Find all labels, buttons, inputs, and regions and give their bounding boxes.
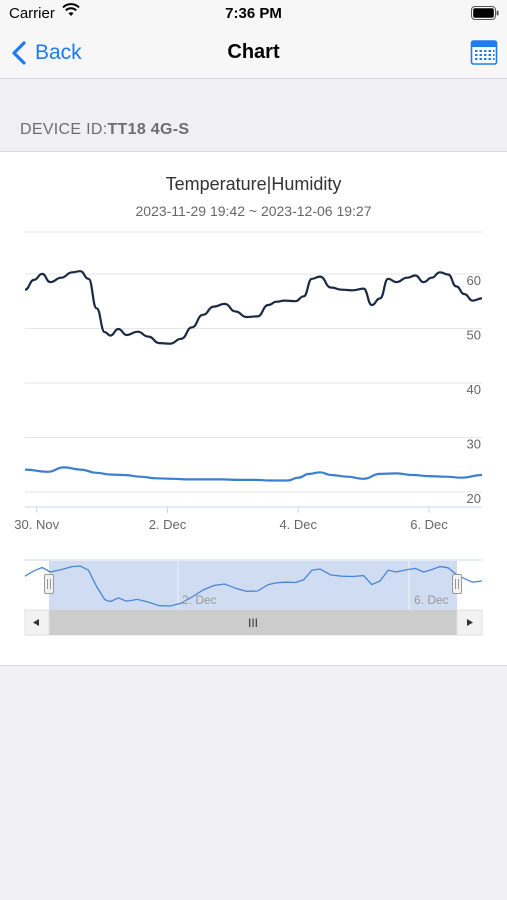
chevron-left-icon — [12, 41, 26, 65]
x-tick-label: 6. Dec — [410, 517, 448, 532]
clock-time: 7:36 PM — [225, 5, 282, 22]
chart-subtitle: 2023-11-29 19:42 ~ 2023-12-06 19:27 — [135, 203, 372, 219]
chart-gridlines — [25, 231, 482, 493]
wifi-icon — [62, 3, 80, 16]
device-id-row: DEVICE ID:TT18 4G-S — [20, 121, 189, 139]
chart-title: Temperature|Humidity — [165, 174, 342, 194]
scrollbar[interactable]: III — [24, 609, 483, 636]
scroll-right-button[interactable] — [456, 609, 483, 636]
navigator-x-label: 2. Dec — [182, 593, 217, 607]
y-axis-labels: 20 30 40 50 60 — [467, 273, 481, 506]
chart-panel: Temperature|Humidity 2023-11-29 19:42 ~ … — [0, 151, 507, 666]
x-tick-label: 2. Dec — [149, 517, 187, 532]
y-tick-label: 50 — [467, 328, 481, 343]
x-tick-label: 4. Dec — [279, 517, 317, 532]
arrow-right-icon — [467, 619, 473, 626]
chart-svg: 20 30 40 50 60 30. Nov 2. Dec 4. Dec 6. Dec 2. … — [14, 231, 483, 636]
scroll-left-button[interactable] — [24, 609, 50, 636]
scrollbar-grip: III — [248, 616, 258, 630]
carrier-label: Carrier — [9, 5, 55, 22]
navigator[interactable]: 2. Dec 6. Dec — [24, 559, 483, 610]
y-tick-label: 40 — [467, 382, 481, 397]
y-tick-label: 60 — [467, 273, 481, 288]
status-bar: Carrier 7:36 PM — [0, 0, 507, 28]
navigation-bar: Back Chart — [0, 28, 507, 79]
navigator-left-handle[interactable] — [44, 574, 54, 594]
navigator-x-label: 6. Dec — [414, 593, 449, 607]
device-id-value: TT18 4G-S — [107, 121, 190, 138]
battery-icon — [471, 6, 499, 20]
back-button[interactable]: Back — [10, 39, 82, 67]
navigator-selected-range[interactable] — [49, 561, 457, 610]
navigator-right-handle[interactable] — [452, 574, 462, 594]
navigator-series-line — [24, 565, 483, 607]
arrow-left-icon — [33, 619, 39, 626]
y-tick-label: 20 — [467, 491, 481, 506]
back-label: Back — [35, 41, 82, 64]
x-axis: 30. Nov 2. Dec 4. Dec 6. Dec — [14, 506, 482, 532]
chart-series — [24, 270, 483, 482]
series-line-1 — [24, 270, 483, 345]
navigator-series — [24, 565, 483, 607]
x-tick-label: 30. Nov — [14, 517, 59, 532]
series-line-2 — [24, 466, 483, 482]
y-tick-label: 30 — [467, 437, 481, 452]
device-id-label: DEVICE ID: — [20, 121, 108, 138]
scrollbar-thumb[interactable] — [49, 610, 457, 635]
calendar-icon[interactable] — [470, 38, 498, 66]
